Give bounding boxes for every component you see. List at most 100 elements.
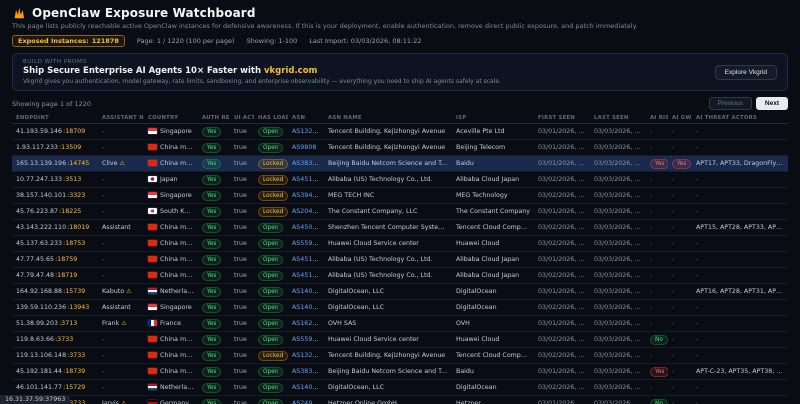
creds-cell: Open <box>254 283 288 300</box>
endpoint-port: :18719 <box>55 271 78 279</box>
threat-actors-list: APT15, APT28, APT33, APT34, APT41 <box>692 219 788 236</box>
ui-active-cell: true <box>230 171 254 188</box>
asn-cell: AS14061 <box>288 379 324 396</box>
country-name: China mainland <box>160 223 198 231</box>
endpoint-ip: 1.93.117.233 <box>16 143 59 151</box>
risk-broker-badge: - <box>650 207 653 215</box>
threat-actors-list: APT17, APT33, DragonFly, R1-Machete, GCG… <box>692 155 788 172</box>
country-flag-icon <box>148 207 157 214</box>
creds-state-badge: Locked <box>258 190 288 201</box>
gw-threat-actor-badge: - <box>672 175 675 183</box>
table-row[interactable]: 164.92.168.88:15739 Kabuto ⚠ Netherlands … <box>12 283 788 300</box>
country-cell: South Korea <box>144 203 198 220</box>
last-seen-date: 03/03/2026, 08:12:30 <box>590 363 646 380</box>
country-flag-icon <box>148 143 157 150</box>
column-header: AI THREAT ACTORS <box>692 113 788 124</box>
last-seen-date: 03/03/2026, 08:16:45 <box>590 123 646 140</box>
table-row[interactable]: 119.8.63.66:3733 -⚠ China mainland Yes t… <box>12 331 788 348</box>
asn-name: Beijing Baidu Netcom Science and Technol… <box>324 363 452 380</box>
exposed-instances-badge: Exposed Instances: 121878 <box>12 35 125 47</box>
assistant-name: - <box>102 191 105 199</box>
asn-value: AS14061 <box>292 303 321 311</box>
endpoint-cell: 139.59.110.236:13943 <box>12 299 98 316</box>
risk-broker-cell: Yes <box>646 155 668 172</box>
endpoint-ip: 119.13.106.148 <box>16 351 67 359</box>
table-row[interactable]: 45.137.63.233:18753 -⚠ China mainland Ye… <box>12 235 788 252</box>
last-seen-date: 03/03/2026, 08:14:28 <box>590 251 646 268</box>
table-row[interactable]: 1.93.117.233:13509 -⚠ China mainland Yes… <box>12 139 788 156</box>
country-cell: Singapore <box>144 187 198 204</box>
auth-required-badge: Yes <box>202 222 222 233</box>
isp-name: MEG Technology <box>452 187 534 204</box>
table-row[interactable]: 47.77.45.65:18759 -⚠ China mainland Yes … <box>12 251 788 268</box>
asn-name: DigitalOcean, LLC <box>324 283 452 300</box>
auth-cell: Yes <box>198 331 230 348</box>
endpoint-cell: 45.76.223.87:18225 <box>12 203 98 220</box>
page-title: OpenClaw Exposure Watchboard <box>32 6 256 20</box>
table-row[interactable]: 47.79.47.48:18719 -⚠ China mainland Yes … <box>12 267 788 284</box>
assistant-name: - <box>102 255 105 263</box>
creds-state-badge: Locked <box>258 206 288 217</box>
asn-cell: AS45102 <box>288 171 324 188</box>
endpoint-port: :13943 <box>67 303 90 311</box>
titlebar: OpenClaw Exposure Watchboard <box>12 6 788 20</box>
gw-threat-cell: - <box>668 171 692 188</box>
exposed-instances-count: 121878 <box>91 37 119 45</box>
country-name: China mainland <box>160 271 198 279</box>
asn-cell: AS132203 <box>288 347 324 364</box>
next-page-button[interactable]: Next <box>755 97 788 110</box>
gw-threat-actor-badge: - <box>672 351 675 359</box>
table-row[interactable]: 45.76.223.87:18225 -⚠ South Korea Yes tr… <box>12 203 788 220</box>
country-flag-icon <box>148 191 157 198</box>
table-row[interactable]: 139.59.110.236:13943 Assistant⚠ Singapor… <box>12 299 788 316</box>
assistant-name: Kabuto <box>102 287 125 295</box>
country-cell: Japan <box>144 171 198 188</box>
previous-page-button[interactable]: Previous <box>708 97 752 110</box>
isp-name: Beijing Telecom <box>452 139 534 156</box>
auth-required-badge: Yes <box>202 366 222 377</box>
isp-name: Baidu <box>452 363 534 380</box>
first-seen-date: 03/01/2026, 09:50:05 <box>534 123 590 140</box>
promo-headline-link[interactable]: vkgrid.com <box>263 66 318 76</box>
table-row[interactable]: 119.13.106.148:3733 -⚠ China mainland Ye… <box>12 347 788 364</box>
isp-name: The Constant Company <box>452 203 534 220</box>
asn-name: DigitalOcean, LLC <box>324 299 452 316</box>
table-row[interactable]: 43.143.222.110:18019 Assistant⚠ China ma… <box>12 219 788 236</box>
table-row[interactable]: 51.38.99.203:3713 Frank ⚠ France Yes true… <box>12 315 788 332</box>
endpoint-cell: 45.192.181.44:18739 <box>12 363 98 380</box>
isp-name: Huawei Cloud <box>452 331 534 348</box>
first-seen-date: 03/02/2026, 17:37:57 <box>534 299 590 316</box>
auth-cell: Yes <box>198 155 230 172</box>
table-row[interactable]: 46.101.141.77:15729 -⚠ Netherlands Yes t… <box>12 379 788 396</box>
assistant-cell: -⚠ <box>98 235 144 252</box>
assistant-cell: Assistant⚠ <box>98 219 144 236</box>
table-row[interactable]: 165.13.139.196:14745 Clive⚠ China mainla… <box>12 155 788 172</box>
endpoint-port: :18753 <box>63 239 86 247</box>
pagination-summary: Showing page 1 of 1220 <box>12 99 92 108</box>
risk-broker-cell: - <box>646 171 668 188</box>
table-row[interactable]: 41.193.59.146:18709 -⚠ Singapore Yes tru… <box>12 123 788 140</box>
table-row[interactable]: 10.77.247.133:3513 -⚠ Japan Yes true Loc… <box>12 171 788 188</box>
gw-threat-cell: - <box>668 187 692 204</box>
country-cell: China mainland <box>144 155 198 172</box>
country-flag-icon <box>148 175 157 182</box>
gw-threat-cell: - <box>668 331 692 348</box>
asn-value: AS132203 <box>292 351 324 359</box>
auth-required-badge: Yes <box>202 158 222 169</box>
auth-required-badge: Yes <box>202 206 222 217</box>
endpoint-cell: 46.101.141.77:15729 <box>12 379 98 396</box>
creds-cell: Open <box>254 379 288 396</box>
endpoint-port: :15739 <box>63 287 86 295</box>
table-row[interactable]: 38.157.140.101:3323 -⚠ Singapore Yes tru… <box>12 187 788 204</box>
endpoint-cell: 10.77.247.133:3513 <box>12 171 98 188</box>
isp-name: DigitalOcean <box>452 299 534 316</box>
table-row[interactable]: 45.192.181.44:18739 -⚠ China mainland Ye… <box>12 363 788 380</box>
risk-broker-cell: - <box>646 379 668 396</box>
table-row[interactable]: 88.198.44.130:13733 Jarvis⚠ Germany Yes … <box>12 395 788 404</box>
country-flag-icon <box>148 239 157 246</box>
ui-active-value: true <box>234 335 247 343</box>
showing-range: Showing: 1-100 <box>246 37 298 45</box>
explore-vkgrid-button[interactable]: Explore Vkgrid <box>714 64 777 80</box>
assistant-cell: -⚠ <box>98 331 144 348</box>
auth-cell: Yes <box>198 203 230 220</box>
